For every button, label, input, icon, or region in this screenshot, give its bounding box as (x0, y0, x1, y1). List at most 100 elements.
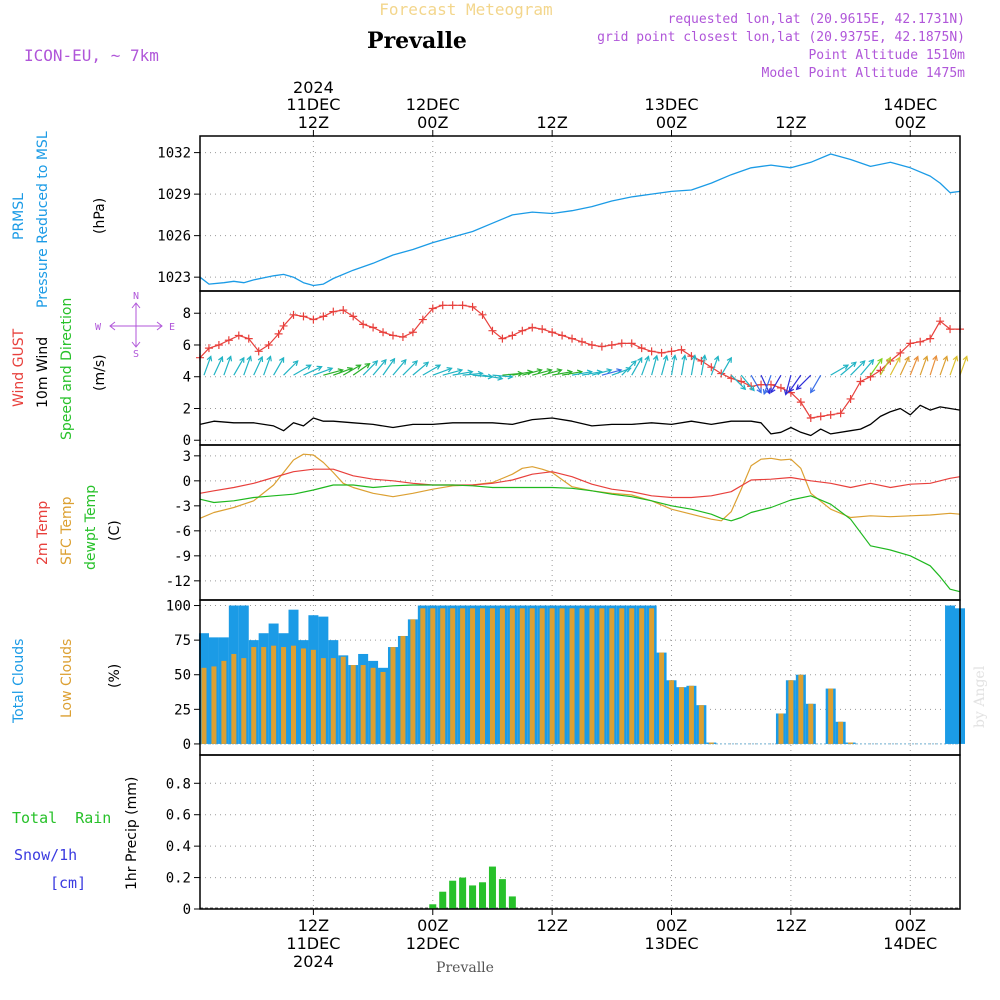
wind-arrow-shaft (651, 355, 658, 376)
wind-arrow-head (877, 357, 883, 364)
gust-marker (776, 383, 785, 392)
gust-marker (458, 301, 467, 310)
wind-arrow (482, 374, 504, 381)
wind-arrow-shaft (512, 371, 533, 376)
wind-arrow-shaft (763, 374, 772, 395)
wind-arrow-head (239, 356, 245, 363)
low-cloud-bar (828, 688, 834, 744)
wind-arrow (352, 362, 371, 376)
wind-arrow-head (795, 384, 802, 391)
wind-arrow-shaft (788, 374, 802, 392)
wind-arrow (909, 355, 919, 376)
wind-arrow-shaft (869, 358, 883, 376)
t2m-line (199, 468, 961, 499)
low-cloud-bar (778, 713, 784, 744)
panel-frame (199, 754, 961, 910)
wind-arrow-shaft (959, 356, 968, 376)
wind-arrow-head (913, 355, 919, 362)
gust-marker (299, 312, 308, 321)
footer-location: Prevalle (436, 960, 494, 976)
wind-arrow-head (714, 355, 720, 362)
y-tick-label: 0.6 (166, 808, 191, 824)
wind-arrow (949, 355, 959, 376)
wind-arrow-head (726, 356, 732, 363)
low-cloud-bar (788, 680, 794, 744)
wind-arrow-head (546, 368, 553, 374)
low-cloud-bar (350, 665, 356, 744)
wind-arrow-head (637, 356, 643, 363)
wind-arrow (889, 356, 901, 376)
wind-arrow-head (467, 369, 474, 376)
gust-marker (677, 345, 686, 354)
gust-marker (528, 323, 537, 332)
rain-bar (449, 880, 457, 909)
wind-arrow (362, 360, 379, 376)
gust-marker (438, 301, 447, 310)
wind-arrow-head (691, 354, 698, 361)
wind-arrow-shaft (283, 360, 299, 376)
wind-arrow-head (962, 355, 969, 362)
wind-arrow (690, 354, 698, 376)
time-label-top: 13DEC (645, 95, 699, 114)
wind-arrow (830, 364, 850, 376)
gust-marker (498, 334, 507, 343)
wind-arrow (402, 360, 418, 376)
dewpt-line (199, 484, 961, 593)
pressure-panel-labels: PRMSL Pressure Reduced to MSL (hPa) (11, 131, 108, 308)
y-tick-label: 8 (183, 306, 191, 322)
wind-arrow-shaft (452, 371, 473, 376)
wind-arrow-head (218, 355, 224, 363)
gust-marker (836, 409, 845, 418)
wind-arrow-head (868, 358, 875, 365)
y-tick-label: 6 (183, 338, 191, 354)
wind-arrow-head (292, 360, 299, 366)
y-tick-label: 0 (183, 474, 191, 490)
rain-bar (429, 904, 437, 909)
wind-arrow-head (536, 368, 543, 374)
wind-arrow-shaft (750, 374, 762, 393)
wind-arrow-head (895, 356, 901, 363)
low-cloud-bar (231, 653, 237, 744)
low-cloud-bar (261, 647, 267, 744)
rain-bar (439, 891, 447, 909)
gust-marker (577, 337, 586, 346)
low-cloud-bar (291, 645, 297, 744)
wind-arrow-head (904, 355, 910, 363)
low-cloud-bar (420, 608, 426, 744)
gust-marker (309, 315, 318, 324)
wind-arrow-head (389, 357, 396, 364)
wind-arrow-shaft (909, 356, 919, 376)
time-label-top: 12Z (536, 113, 567, 132)
wind-compass: N S W E (95, 291, 175, 360)
y-tick-label: 0 (183, 433, 191, 449)
low-cloud-bar (281, 647, 287, 744)
wind-arrow (762, 374, 772, 396)
wind-arrow-head (749, 385, 755, 392)
rain-bar (479, 882, 487, 909)
wind-arrow (273, 356, 285, 376)
gust-marker (264, 340, 273, 349)
gust-marker (319, 312, 328, 321)
gust-marker (627, 339, 636, 348)
low-cloud-bar (838, 721, 844, 744)
wind-arrow-head (206, 355, 213, 362)
low-cloud-bar (390, 647, 396, 744)
wind-arrow (770, 374, 782, 394)
gust-marker (518, 326, 527, 335)
low-cloud-bar (579, 608, 585, 744)
wind-arrow-shaft (740, 374, 755, 391)
wind-arrow-head (859, 360, 866, 366)
model-label: ICON-EU, ~ 7km (24, 46, 159, 65)
precip-label-a: Total Rain (12, 809, 111, 827)
wind-arrow-shaft (303, 366, 322, 376)
gust-marker (607, 340, 616, 349)
wind-unit: (m/s) (92, 354, 108, 391)
y-tick-label: 75 (174, 633, 191, 649)
gust-marker (359, 320, 368, 329)
compass-west: W (95, 322, 102, 333)
wind-arrow-shaft (333, 367, 353, 376)
gust-marker (279, 321, 288, 330)
low-cloud-bar (460, 608, 466, 744)
time-label-top: 12Z (298, 113, 329, 132)
wind-arrow-head (701, 354, 707, 361)
